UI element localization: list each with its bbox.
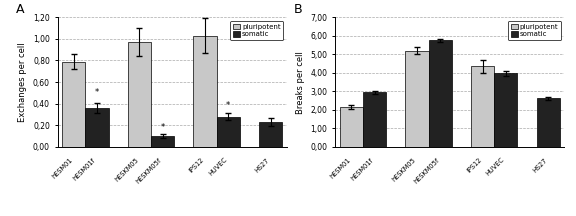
Bar — [259, 122, 282, 147]
Y-axis label: Breaks per cell: Breaks per cell — [296, 51, 305, 114]
Bar — [429, 40, 452, 147]
Bar — [340, 107, 363, 147]
Bar — [217, 117, 240, 147]
Y-axis label: Exchanges per cell: Exchanges per cell — [18, 42, 28, 122]
Bar — [194, 36, 217, 147]
Legend: pluripotent, somatic: pluripotent, somatic — [508, 21, 561, 40]
Bar — [62, 62, 85, 147]
Bar — [494, 73, 517, 147]
Bar — [471, 66, 494, 147]
Bar — [151, 136, 174, 147]
Bar — [363, 92, 386, 147]
Legend: pluripotent, somatic: pluripotent, somatic — [230, 21, 283, 40]
Bar — [537, 98, 560, 147]
Bar — [128, 42, 151, 147]
Text: *: * — [95, 88, 99, 97]
Text: *: * — [226, 101, 230, 110]
Text: B: B — [294, 3, 302, 16]
Bar — [85, 108, 108, 147]
Text: A: A — [16, 3, 25, 16]
Text: *: * — [161, 123, 165, 132]
Bar — [406, 51, 429, 147]
